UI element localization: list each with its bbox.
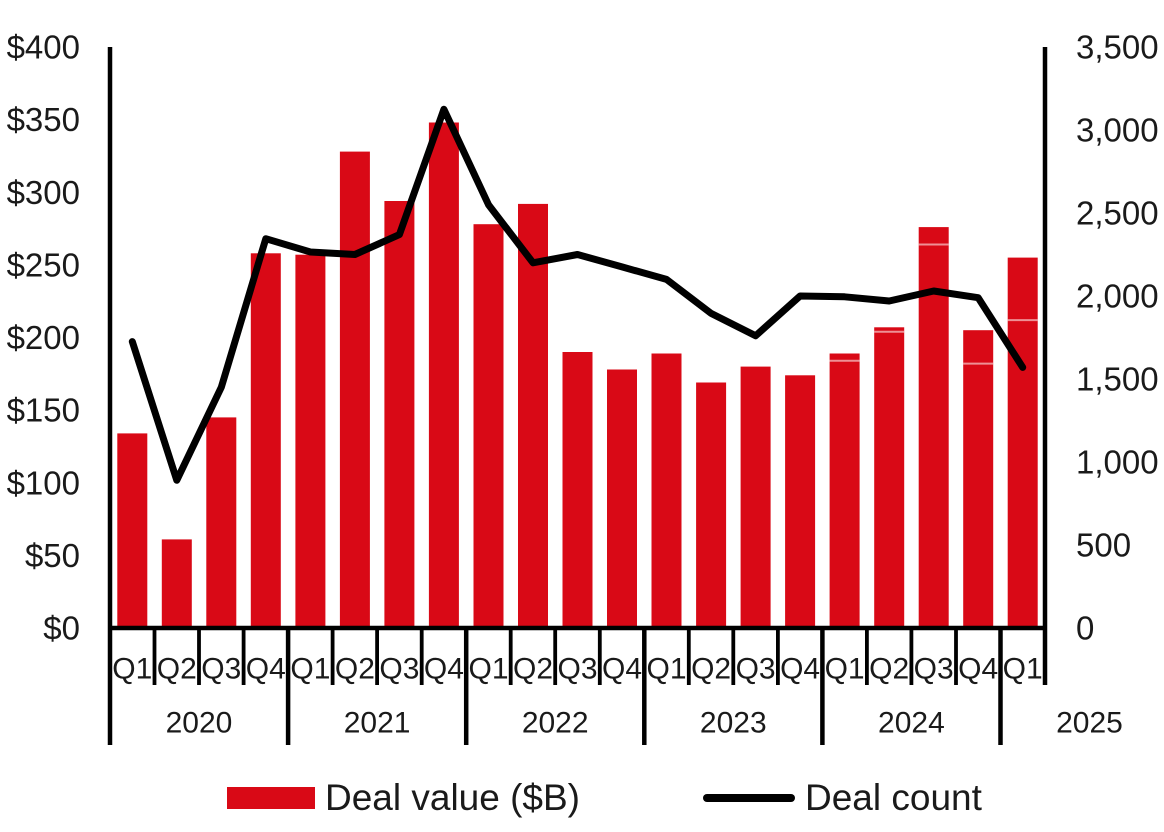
legend-item-deal-value: Deal value ($B) <box>227 775 580 821</box>
bar-2022-Q2 <box>518 203 548 628</box>
quarter-label: Q3 <box>379 653 419 686</box>
year-label: 2024 <box>878 707 945 740</box>
left-axis-tick-label: $50 <box>25 537 80 574</box>
quarter-label: Q2 <box>513 653 553 686</box>
quarter-label: Q2 <box>869 653 909 686</box>
bar-2022-Q1 <box>473 224 504 628</box>
year-label: 2021 <box>344 707 411 740</box>
bar-2021-Q2 <box>339 151 370 628</box>
right-axis-tick-label: 1,500 <box>1076 361 1159 398</box>
bar-2022-Q4 <box>607 369 637 628</box>
left-axis-tick-label: $300 <box>7 174 80 211</box>
right-axis-tick-label: 500 <box>1076 527 1131 564</box>
right-axis-tick-label: 1,000 <box>1076 444 1159 481</box>
bar-2023-Q1 <box>651 353 682 628</box>
quarter-label: Q4 <box>958 653 998 686</box>
quarter-label: Q2 <box>335 653 375 686</box>
deal-count-line <box>128 105 1027 484</box>
bar-2020-Q3 <box>206 417 237 628</box>
quarter-label: Q3 <box>557 653 597 686</box>
deal-value-bar-swatch <box>227 787 315 809</box>
quarter-label: Q1 <box>468 653 508 686</box>
quarter-label: Q2 <box>691 653 731 686</box>
right-axis-tick-label: 3,000 <box>1076 112 1159 149</box>
bar-2021-Q4 <box>428 122 459 628</box>
right-axis-tick-label: 0 <box>1076 610 1094 647</box>
left-axis-tick-label: $100 <box>7 464 80 501</box>
quarter-label: Q2 <box>157 653 197 686</box>
bar-2020-Q4 <box>250 253 281 629</box>
bar-2022-Q3 <box>562 352 593 628</box>
legend-label-deal-count: Deal count <box>805 777 982 818</box>
year-label: 2022 <box>522 707 589 740</box>
deal-count-line-swatch <box>703 794 795 802</box>
bar-2023-Q2 <box>696 382 727 628</box>
quarter-label: Q3 <box>914 653 954 686</box>
quarter-label: Q4 <box>602 653 642 686</box>
quarter-label: Q1 <box>290 653 330 686</box>
left-axis-tick-label: $350 <box>7 101 80 138</box>
bar-2025-Q1 <box>1007 257 1038 628</box>
year-label: 2023 <box>700 707 767 740</box>
bar-2021-Q3 <box>384 201 415 628</box>
left-axis-tick-label: $200 <box>7 319 80 356</box>
left-axis-tick-label: $0 <box>43 610 80 647</box>
bar-2024-Q3 <box>918 227 949 628</box>
legend-item-deal-count: Deal count <box>703 775 982 821</box>
bar-2020-Q2 <box>161 539 192 628</box>
quarter-label: Q4 <box>424 653 464 686</box>
quarter-label: Q1 <box>112 653 152 686</box>
quarter-label: Q3 <box>201 653 241 686</box>
bar-2020-Q1 <box>117 433 148 628</box>
right-axis-tick-label: 2,500 <box>1076 195 1159 232</box>
quarter-label: Q1 <box>1003 653 1043 686</box>
right-axis-tick-label: 2,000 <box>1076 278 1159 315</box>
quarter-label: Q3 <box>736 653 776 686</box>
year-label: 2025 <box>1056 707 1123 740</box>
quarter-label: Q4 <box>780 653 820 686</box>
right-axis-tick-label: 3,500 <box>1076 29 1159 66</box>
quarter-label: Q1 <box>646 653 686 686</box>
legend-label-deal-value: Deal value ($B) <box>325 777 581 818</box>
bar-2024-Q2 <box>874 327 905 628</box>
bar-2024-Q4 <box>963 330 994 628</box>
quarter-label: Q1 <box>825 653 865 686</box>
bar-2023-Q3 <box>740 366 771 628</box>
bar-2024-Q1 <box>829 353 860 628</box>
year-label: 2020 <box>166 707 233 740</box>
bar-2021-Q1 <box>295 254 326 628</box>
bar-2023-Q4 <box>785 375 816 628</box>
chart-legend: Deal value ($B) Deal count <box>0 775 1164 821</box>
left-axis-tick-label: $150 <box>7 392 80 429</box>
left-axis-tick-label: $400 <box>7 29 80 66</box>
left-axis-tick-label: $250 <box>7 246 80 283</box>
quarter-label: Q4 <box>246 653 286 686</box>
